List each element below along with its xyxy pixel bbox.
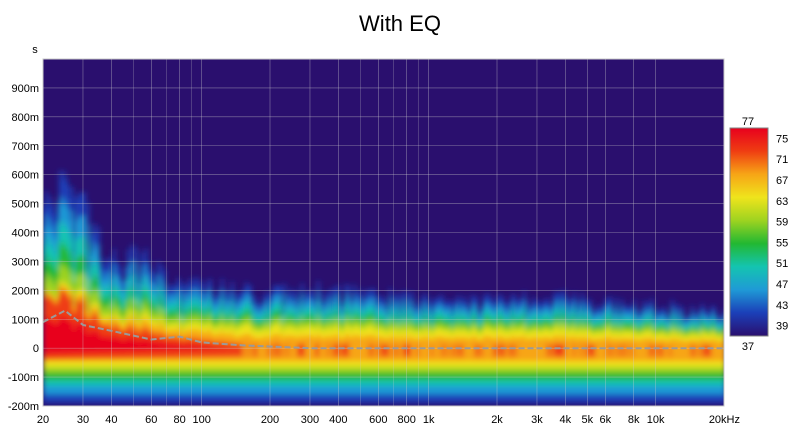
colorbar-ticks: 75 71 67 63 59 55 51 47 43 39 (776, 133, 788, 332)
y-tick-label: 500m (11, 199, 39, 211)
colorbar-tick-label: 67 (776, 175, 788, 187)
x-tick-label: 300 (301, 414, 319, 426)
peak-delay-line (43, 309, 724, 350)
colorbar-tick-label: 47 (776, 279, 788, 291)
x-tick-label: 3k (531, 414, 543, 426)
colorbar-tick-label: 63 (776, 196, 788, 208)
y-tick-label: 300m (11, 256, 39, 268)
x-tick-label: 5k (582, 414, 594, 426)
y-tick-label: 600m (11, 170, 39, 182)
colorbar-max-label: 77 (742, 116, 754, 128)
x-tick-label: 20 (37, 414, 49, 426)
y-axis-ticks: 900m 800m 700m 600m 500m 400m 300m 200m 100m 0 -10… (8, 83, 39, 413)
x-tick-label: 4k (560, 414, 572, 426)
colorbar-tick-label: 43 (776, 300, 788, 312)
x-tick-label: 400 (329, 414, 347, 426)
x-tick-label: 8k (628, 414, 640, 426)
x-tick-label: 80 (174, 414, 186, 426)
plot-frame (42, 58, 725, 407)
colorbar-min-label: 37 (742, 341, 754, 353)
y-tick-label: 800m (11, 112, 39, 124)
y-tick-label: 200m (11, 285, 39, 297)
colorbar: 77 37 75 71 67 63 59 55 51 47 43 39 (729, 116, 788, 353)
colorbar-tick-label: 55 (776, 237, 788, 249)
x-tick-label: 100 (192, 414, 210, 426)
x-tick-label: 2k (491, 414, 503, 426)
y-tick-label: -100m (8, 372, 39, 384)
x-tick-label: 200 (261, 414, 279, 426)
y-tick-label: 400m (11, 228, 39, 240)
x-tick-label: 6k (599, 414, 611, 426)
colorbar-tick-label: 39 (776, 321, 788, 333)
y-tick-label: -200m (8, 401, 39, 413)
grid-lines (43, 59, 724, 406)
chart-title: With EQ (359, 11, 441, 36)
x-tick-label: 20kHz (709, 414, 740, 426)
x-tick-label: 30 (77, 414, 89, 426)
y-axis-unit: s (32, 44, 38, 56)
x-tick-label: 10k (647, 414, 665, 426)
y-tick-label: 700m (11, 141, 39, 153)
colorbar-tick-label: 71 (776, 154, 788, 166)
y-tick-label: 100m (11, 314, 39, 326)
colorbar-tick-label: 59 (776, 217, 788, 229)
x-tick-label: 60 (145, 414, 157, 426)
x-axis-ticks: 20 30 40 60 80 100 200 300 400 600 800 1k 2k 3k 4k 5k 6k… (37, 414, 740, 426)
x-tick-label: 800 (397, 414, 415, 426)
x-tick-label: 40 (105, 414, 117, 426)
x-tick-label: 1k (423, 414, 435, 426)
x-tick-label: 600 (369, 414, 387, 426)
colorbar-tick-label: 75 (776, 133, 788, 145)
colorbar-tick-label: 51 (776, 258, 788, 270)
y-tick-label: 900m (11, 83, 39, 95)
colorbar-gradient (729, 127, 769, 337)
y-tick-label: 0 (33, 343, 39, 355)
